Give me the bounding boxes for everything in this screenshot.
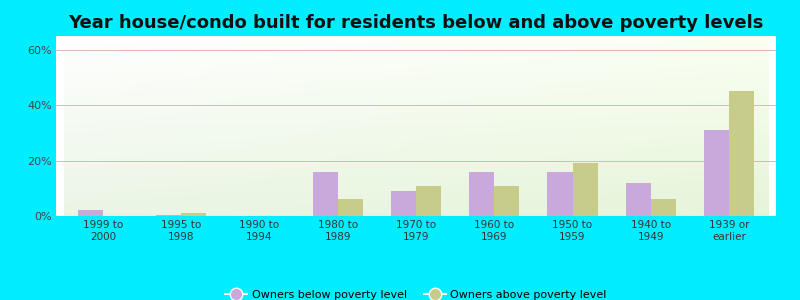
Bar xyxy=(391,191,416,216)
Bar xyxy=(416,185,441,216)
Bar xyxy=(182,213,206,216)
Bar xyxy=(650,200,676,216)
Bar xyxy=(704,130,729,216)
Bar xyxy=(313,172,338,216)
Bar xyxy=(626,183,650,216)
Title: Year house/condo built for residents below and above poverty levels: Year house/condo built for residents bel… xyxy=(68,14,764,32)
Bar xyxy=(573,164,598,216)
Bar xyxy=(494,185,519,216)
Bar xyxy=(729,92,754,216)
Bar xyxy=(547,172,573,216)
Bar xyxy=(156,214,182,216)
Bar xyxy=(338,200,362,216)
Bar xyxy=(78,211,103,216)
Legend: Owners below poverty level, Owners above poverty level: Owners below poverty level, Owners above… xyxy=(221,285,611,300)
Bar xyxy=(470,172,494,216)
